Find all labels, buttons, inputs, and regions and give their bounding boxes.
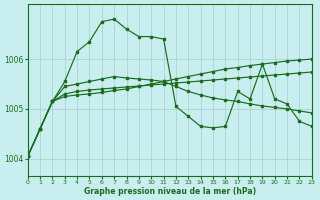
X-axis label: Graphe pression niveau de la mer (hPa): Graphe pression niveau de la mer (hPa) xyxy=(84,187,256,196)
